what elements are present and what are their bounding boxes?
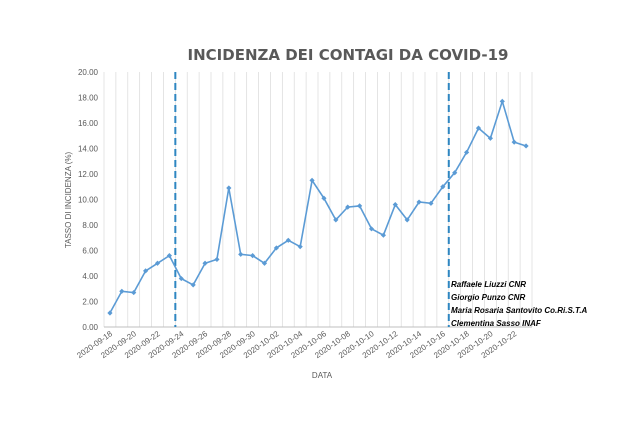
credits: Raffaele Liuzzi CNR Giorgio Punzo CNR Ma… [451, 280, 588, 328]
y-tick-label: 12.00 [78, 170, 99, 179]
data-point [297, 244, 303, 250]
data-point [333, 217, 339, 223]
data-point [345, 204, 351, 210]
data-point [368, 226, 375, 232]
data-point [131, 289, 137, 296]
data-point [226, 185, 232, 191]
data-point [440, 184, 446, 190]
grid [103, 72, 533, 328]
data-point [499, 98, 505, 104]
y-axis-label: TASSO DI INCIDENZA (%) [64, 152, 73, 249]
chart-title: INCIDENZA DEI CONTAGI DA COVID-19 [188, 46, 509, 64]
data-point [404, 217, 410, 223]
y-tick-label: 2.00 [82, 298, 98, 307]
data-point [261, 260, 268, 266]
data-point [119, 288, 125, 294]
data-point [202, 260, 208, 266]
data-point [464, 149, 470, 155]
data-point [285, 237, 291, 243]
data-point [190, 282, 196, 288]
credit-line: Giorgio Punzo CNR [451, 293, 525, 302]
data-point [238, 251, 244, 257]
data-point [178, 275, 184, 282]
data-point [107, 310, 113, 316]
y-tick-label: 16.00 [78, 119, 99, 128]
series-line [109, 98, 527, 314]
y-tick-label: 18.00 [78, 94, 99, 103]
y-axis: 0.00 2.00 4.00 6.00 8.00 10.00 12.00 14.00 16.00… [78, 68, 99, 332]
data-point [523, 143, 529, 149]
y-tick-label: 4.00 [82, 272, 98, 281]
data-point [250, 253, 256, 259]
credit-line: Clementina Sasso INAF [451, 319, 542, 328]
y-tick-label: 10.00 [78, 196, 99, 205]
y-tick-label: 6.00 [82, 247, 98, 256]
data-point [392, 202, 398, 208]
y-tick-label: 8.00 [82, 221, 98, 230]
data-point [214, 256, 220, 263]
data-point [452, 170, 458, 176]
data-point [309, 177, 315, 183]
data-point [511, 139, 517, 145]
y-tick-label: 20.00 [78, 68, 99, 77]
data-point [166, 253, 172, 259]
y-tick-label: 0.00 [82, 323, 98, 332]
data-point [143, 268, 149, 274]
data-point [428, 200, 434, 206]
data-point [416, 199, 422, 205]
data-point [273, 245, 279, 251]
x-axis-label: DATA [312, 371, 333, 380]
y-tick-label: 14.00 [78, 145, 99, 154]
credit-line: Maria Rosaria Santovito Co.Ri.S.T.A [451, 306, 588, 315]
data-point [357, 203, 363, 209]
reference-lines [174, 72, 450, 327]
series [107, 98, 529, 316]
data-point [487, 135, 493, 141]
data-point [380, 232, 386, 238]
credit-line: Raffaele Liuzzi CNR [451, 280, 526, 289]
data-point [321, 195, 327, 201]
data-point [154, 260, 161, 266]
data-point [475, 125, 482, 131]
